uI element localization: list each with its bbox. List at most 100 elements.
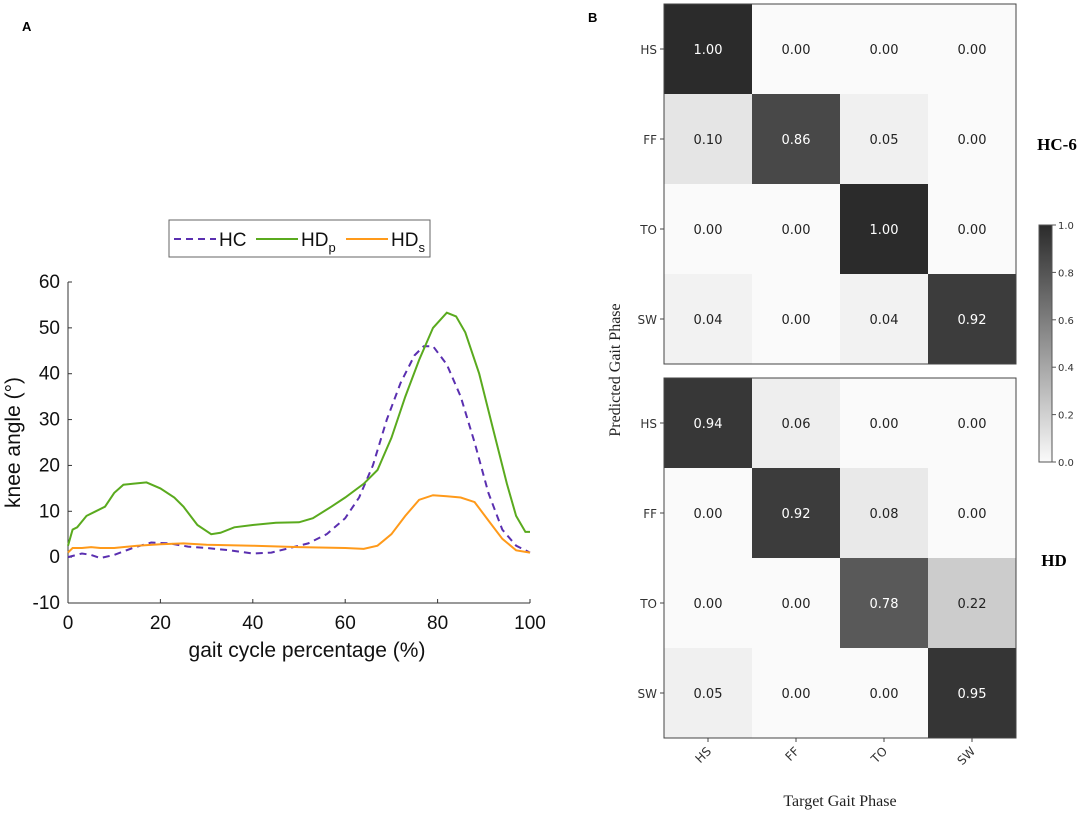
matrix-cell [928,378,1016,468]
matrix-title: HC-6 [1037,135,1077,154]
matrix-cell [840,648,928,738]
y-axis-label: knee angle (°) [2,377,25,508]
panel-label-a: A [22,19,32,34]
colorbar-tick-label: 1.0 [1058,221,1074,232]
cell-value: 0.10 [694,133,723,148]
y-tick-label: 50 [39,318,60,339]
confusion-matrices: 1.00 0.00 0.00 0.000.10 0.86 0.05 0.000.00 0.00… [607,3,1077,810]
matrix-cell [752,558,840,648]
y-tick-label: TO [639,223,657,237]
cell-value: 0.00 [958,223,987,238]
colorbar-tick-label: 0.0 [1058,458,1074,469]
matrix-cell [664,4,752,94]
matrix-cell [840,274,928,364]
series-line-hc [67,345,531,560]
matrix-cell [840,94,928,184]
cell-value: 1.00 [694,43,723,58]
cell-value: 0.06 [782,417,811,432]
cell-value: 0.04 [870,313,899,328]
y-tick-label: SW [638,687,658,701]
matrix-cell [928,558,1016,648]
matrix-cell [752,378,840,468]
y-tick-label: 60 [39,272,60,293]
cell-value: 0.95 [958,687,987,702]
cell-value: 0.92 [782,507,811,522]
y-tick-label: -10 [33,593,60,614]
matrix-cell [928,468,1016,558]
x-tick-label: 0 [63,613,74,634]
cell-value: 0.00 [958,507,987,522]
colorbar-tick-label: 0.6 [1058,316,1074,327]
panel-label-b: B [588,10,597,25]
y-tick-label: TO [639,597,657,611]
matrix-cell [752,468,840,558]
cell-value: 0.00 [694,597,723,612]
matrix-cell [928,274,1016,364]
cell-value: 0.00 [694,223,723,238]
x-tick-label: 40 [242,613,263,634]
matrix-cell [840,378,928,468]
y-tick-label: 0 [49,547,60,568]
matrix-cell [664,94,752,184]
y-tick-label: HS [640,417,657,431]
matrix-cell [840,4,928,94]
matrix-cell [840,468,928,558]
y-axis-label: Predicted Gait Phase [607,303,624,436]
series-line-hdp [67,311,530,546]
series-line-hds [67,494,531,554]
matrix-cell [664,274,752,364]
cell-value: 0.00 [870,687,899,702]
y-tick-label: FF [643,133,657,147]
matrix-cell [752,4,840,94]
x-tick-label: TO [868,744,890,766]
x-tick-label: 20 [150,613,171,634]
y-tick-label: FF [643,507,657,521]
colorbar [1038,224,1053,463]
legend-label: HDp [301,230,336,255]
cell-value: 0.00 [782,597,811,612]
matrix-cell [752,648,840,738]
y-tick-label: 20 [39,455,60,476]
matrix-cell [928,4,1016,94]
legend-label: HC [219,230,246,251]
y-tick-label: 30 [39,410,60,431]
cell-value: 0.00 [870,417,899,432]
cell-value: 0.00 [870,43,899,58]
x-axis-label: gait cycle percentage (%) [189,639,426,662]
y-tick-label: HS [640,43,657,57]
matrix-cell [928,94,1016,184]
cell-value: 0.04 [694,313,723,328]
cell-value: 0.86 [782,133,811,148]
cell-value: 0.00 [958,417,987,432]
cell-value: 0.00 [958,133,987,148]
matrix-cell [664,184,752,274]
matrix-cell [752,94,840,184]
x-tick-label: HS [692,744,714,766]
cell-value: 0.00 [782,687,811,702]
matrix-border [663,3,1017,365]
cell-value: 0.05 [694,687,723,702]
matrix-border [663,377,1017,739]
matrix-cell [840,184,928,274]
matrix-cell [840,558,928,648]
cell-value: 1.00 [870,223,899,238]
cell-value: 0.08 [870,507,899,522]
cell-value: 0.05 [870,133,899,148]
x-tick-label: 80 [427,613,448,634]
matrix-cell [664,558,752,648]
matrix-cell [928,648,1016,738]
matrix-cell [752,274,840,364]
matrix-title: HD [1041,551,1067,570]
x-tick-label: SW [954,744,978,768]
cell-value: 0.22 [958,597,987,612]
matrix-cell [664,378,752,468]
cell-value: 0.00 [782,313,811,328]
cell-value: 0.00 [782,223,811,238]
cell-value: 0.00 [958,43,987,58]
y-tick-label: SW [638,313,658,327]
matrix-cell [664,468,752,558]
legend-label: HDs [391,230,425,255]
